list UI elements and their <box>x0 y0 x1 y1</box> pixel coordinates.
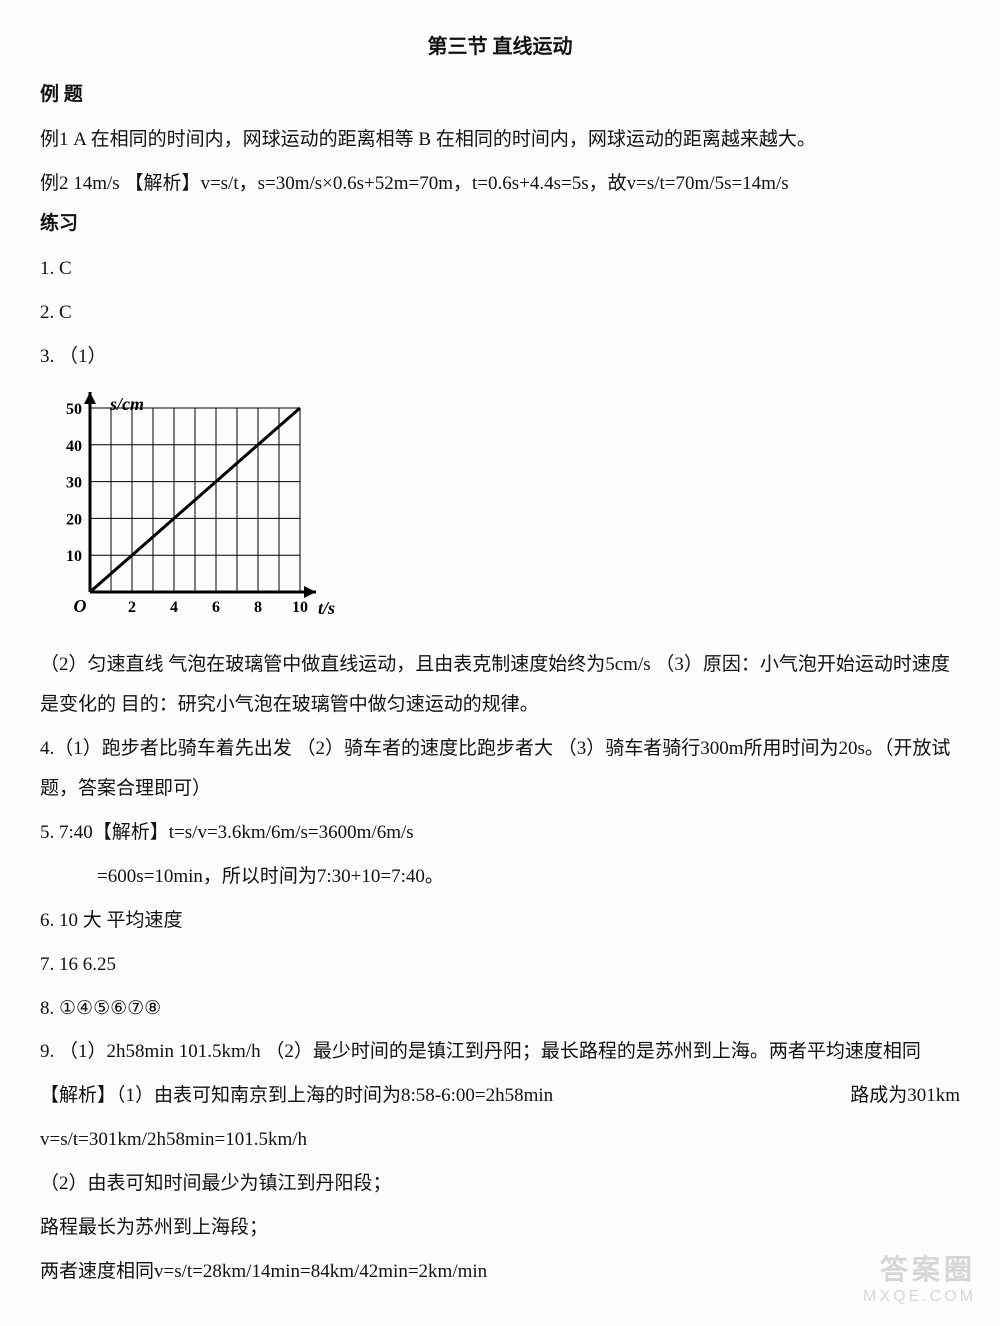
q3: 3. （1） <box>40 337 960 377</box>
watermark: 答案圈 MXQE.COM <box>863 1248 976 1306</box>
q5b: =600s=10min，所以时间为7:30+10=7:40。 <box>40 857 960 897</box>
line-chart: 2 4 6 8 10 10 20 30 40 50 Os/cm t/s <box>40 388 340 628</box>
q7: 7. 16 6.25 <box>40 945 960 985</box>
q9b-right: 路成为301km <box>850 1076 960 1116</box>
chart-container: 2 4 6 8 10 10 20 30 40 50 Os/cm t/s <box>40 388 960 633</box>
example-1: 例1 A 在相同的时间内，网球运动的距离相等 B 在相同的时间内，网球运动的距离… <box>40 120 960 160</box>
example-2: 例2 14m/s 【解析】v=s/t，s=30m/s×0.6s+52m=70m，… <box>40 164 960 204</box>
q9f: 两者速度相同v=s/t=28km/14min=84km/42min=2km/mi… <box>40 1252 960 1292</box>
svg-text:50: 50 <box>66 401 82 418</box>
watermark-line1: 答案圈 <box>863 1248 976 1288</box>
q2: 2. C <box>40 293 960 333</box>
svg-text:2: 2 <box>128 599 136 616</box>
svg-text:40: 40 <box>66 438 82 455</box>
q8: 8. ①④⑤⑥⑦⑧ <box>40 989 960 1029</box>
q9b-left: 【解析】（1）由表可知南京到上海的时间为8:58-6:00=2h58min <box>40 1076 553 1116</box>
q4: 4.（1）跑步者比骑车着先出发 （2）骑车者的速度比跑步者大 （3）骑车者骑行3… <box>40 729 960 809</box>
practice-head: 练习 <box>40 208 960 235</box>
svg-text:O: O <box>74 596 87 616</box>
q5a: 5. 7:40【解析】t=s/v=3.6km/6m/s=3600m/6m/s <box>40 813 960 853</box>
q9d: （2）由表可知时间最少为镇江到丹阳段； <box>40 1164 960 1204</box>
svg-text:10: 10 <box>66 549 82 566</box>
svg-text:s/cm: s/cm <box>109 394 144 414</box>
watermark-line2: MXQE.COM <box>863 1288 976 1306</box>
q9a: 9. （1）2h58min 101.5km/h （2）最少时间的是镇江到丹阳；最… <box>40 1032 960 1072</box>
q9b: 【解析】（1）由表可知南京到上海的时间为8:58-6:00=2h58min 路成… <box>40 1076 960 1116</box>
q6: 6. 10 大 平均速度 <box>40 901 960 941</box>
page-title: 第三节 直线运动 <box>40 30 960 59</box>
svg-text:6: 6 <box>212 599 220 616</box>
svg-text:20: 20 <box>66 512 82 529</box>
svg-text:8: 8 <box>254 599 262 616</box>
svg-text:t/s: t/s <box>318 598 335 618</box>
q1: 1. C <box>40 249 960 289</box>
q9e: 路程最长为苏州到上海段； <box>40 1208 960 1248</box>
svg-text:4: 4 <box>170 599 178 616</box>
svg-text:10: 10 <box>292 599 308 616</box>
examples-head: 例 题 <box>40 79 960 106</box>
q3-part2: （2）匀速直线 气泡在玻璃管中做直线运动，且由表克制速度始终为5cm/s （3）… <box>40 645 960 725</box>
q9c: v=s/t=301km/2h58min=101.5km/h <box>40 1120 960 1160</box>
svg-text:30: 30 <box>66 475 82 492</box>
